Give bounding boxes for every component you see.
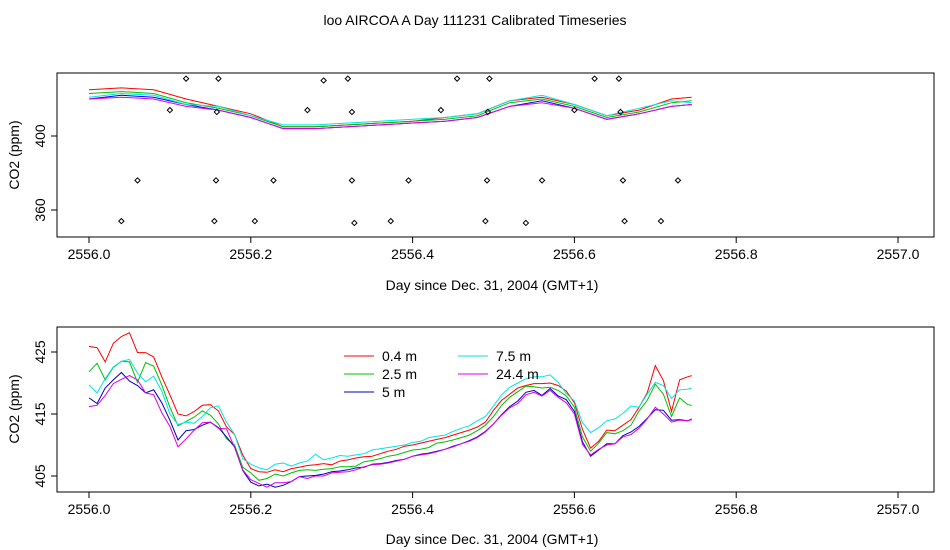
series-line bbox=[88, 375, 692, 488]
x-tick-label: 2556.8 bbox=[715, 501, 758, 517]
scatter-point bbox=[118, 217, 125, 225]
series-line bbox=[88, 332, 692, 473]
y-axis-label: CO2 (ppm) bbox=[6, 120, 22, 189]
legend-label: 7.5 m bbox=[496, 348, 531, 364]
scatter-point bbox=[212, 177, 220, 184]
scatter-points bbox=[118, 75, 682, 227]
scatter-point bbox=[166, 106, 174, 114]
legend: 0.4 m 2.5 m 5 m 7.5 m 24.4 m bbox=[344, 348, 539, 400]
plot-frame bbox=[56, 72, 935, 238]
legend-label: 24.4 m bbox=[496, 366, 539, 382]
x-tick-label: 2556.2 bbox=[229, 501, 272, 517]
series-lines bbox=[88, 332, 692, 488]
series-line bbox=[88, 358, 692, 471]
x-axis: 2556.0 2556.2 2556.4 2556.6 2556.8 2557.0 bbox=[68, 492, 920, 517]
x-tick-label: 2556.0 bbox=[68, 501, 111, 517]
scatter-point bbox=[182, 75, 190, 82]
x-axis-label: Day since Dec. 31, 2004 (GMT+1) bbox=[386, 531, 599, 547]
scatter-point bbox=[621, 217, 628, 225]
scatter-point bbox=[134, 177, 141, 184]
x-tick-label: 2556.2 bbox=[229, 246, 272, 262]
scatter-point bbox=[482, 217, 489, 225]
series-line bbox=[88, 371, 692, 488]
scatter-point bbox=[348, 177, 356, 184]
x-tick-label: 2557.0 bbox=[877, 246, 920, 262]
series-line bbox=[88, 360, 692, 481]
x-tick-label: 2556.8 bbox=[715, 246, 758, 262]
scatter-point bbox=[405, 177, 412, 184]
scatter-point bbox=[270, 177, 277, 184]
scatter-point bbox=[251, 217, 259, 225]
x-tick-label: 2556.4 bbox=[391, 246, 434, 262]
scatter-point bbox=[320, 77, 327, 84]
y-tick-label: 425 bbox=[32, 340, 48, 364]
series-line bbox=[88, 91, 692, 128]
series-line bbox=[88, 92, 692, 126]
y-axis: 360 400 bbox=[32, 124, 57, 222]
scatter-point bbox=[571, 106, 578, 114]
series-lines bbox=[88, 87, 692, 130]
scatter-point bbox=[522, 219, 530, 227]
scatter-point bbox=[591, 75, 598, 82]
y-axis: 405 415 425 bbox=[32, 340, 57, 488]
scatter-point bbox=[304, 106, 311, 114]
scatter-point bbox=[538, 177, 546, 184]
scatter-point bbox=[351, 219, 358, 227]
scatter-point bbox=[215, 75, 222, 82]
scatter-point bbox=[617, 108, 624, 116]
scatter-point bbox=[486, 75, 493, 82]
scatter-point bbox=[348, 108, 356, 116]
legend-label: 5 m bbox=[382, 384, 405, 400]
y-axis-label: CO2 (ppm) bbox=[6, 374, 22, 443]
scatter-point bbox=[453, 75, 461, 82]
x-tick-label: 2556.6 bbox=[553, 501, 596, 517]
scatter-point bbox=[213, 108, 221, 116]
x-tick-label: 2556.4 bbox=[391, 501, 434, 517]
panel-bottom: 2556.0 2556.2 2556.4 2556.6 2556.8 2557.0 405… bbox=[6, 326, 935, 547]
scatter-point bbox=[674, 177, 682, 184]
scatter-point bbox=[387, 217, 395, 225]
y-tick-label: 360 bbox=[32, 198, 48, 222]
plot-frame bbox=[56, 326, 935, 493]
x-axis-label: Day since Dec. 31, 2004 (GMT+1) bbox=[386, 277, 599, 293]
scatter-point bbox=[619, 177, 627, 184]
legend-label: 2.5 m bbox=[382, 366, 417, 382]
x-tick-label: 2556.0 bbox=[68, 246, 111, 262]
legend-label: 0.4 m bbox=[382, 348, 417, 364]
scatter-point bbox=[615, 75, 623, 82]
chart-title: loo AIRCOA A Day 111231 Calibrated Times… bbox=[324, 12, 627, 28]
y-tick-label: 400 bbox=[32, 124, 48, 148]
scatter-point bbox=[657, 217, 665, 225]
panel-top: 2556.0 2556.2 2556.4 2556.6 2556.8 2557.0 360… bbox=[6, 72, 935, 293]
scatter-point bbox=[437, 106, 445, 114]
scatter-point bbox=[344, 75, 352, 82]
x-tick-label: 2557.0 bbox=[877, 501, 920, 517]
scatter-point bbox=[483, 177, 491, 184]
x-tick-label: 2556.6 bbox=[553, 246, 596, 262]
y-tick-label: 405 bbox=[32, 464, 48, 488]
x-axis: 2556.0 2556.2 2556.4 2556.6 2556.8 2557.0 bbox=[68, 237, 920, 262]
series-line bbox=[88, 96, 692, 130]
scatter-point bbox=[484, 108, 492, 116]
scatter-point bbox=[211, 217, 218, 225]
y-tick-label: 415 bbox=[32, 402, 48, 426]
